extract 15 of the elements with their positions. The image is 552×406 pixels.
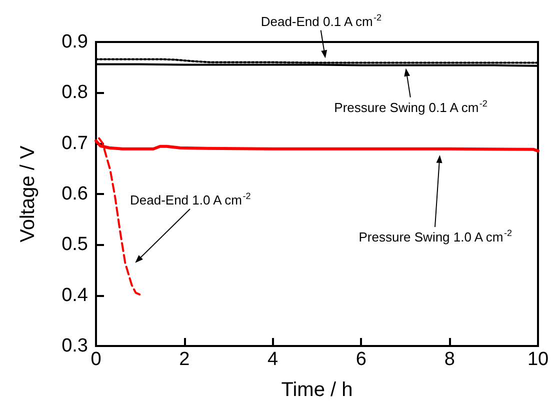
x-tick-label: 4 — [268, 349, 279, 370]
y-tick-label: 0.4 — [62, 284, 88, 306]
x-tick-label: 6 — [356, 349, 366, 370]
x-tick-label: 0 — [90, 349, 102, 370]
y-tick-label: 0.9 — [62, 32, 88, 52]
x-tick-label: 2 — [179, 349, 190, 370]
y-tick-label: 0.8 — [62, 82, 88, 104]
y-tick-label: 0.7 — [62, 132, 88, 154]
x-tick-label: 10 — [527, 349, 549, 370]
y-tick-label: 0.6 — [62, 184, 88, 204]
y-tick-label: 0.5 — [62, 234, 88, 256]
x-tick-label: 8 — [444, 349, 455, 370]
y-tick-label: 0.3 — [62, 336, 88, 356]
x-axis-title: Time / h — [281, 379, 353, 401]
y-axis-title: Voltage / V — [17, 144, 39, 242]
